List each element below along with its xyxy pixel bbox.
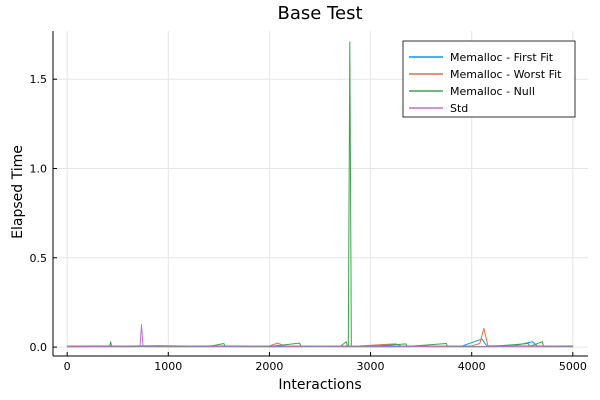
y-tick-label: 1.5 [30, 73, 48, 86]
series-line-2 [67, 327, 573, 347]
x-tick-label: 5000 [559, 360, 587, 373]
tick-labels: 0 1000 2000 3000 4000 5000 0.0 0.5 1.0 1.5 [30, 73, 587, 373]
legend-box [402, 40, 576, 118]
legend-label-4: Std [450, 102, 468, 115]
x-axis-label: Interactions [278, 377, 361, 393]
y-tick-label: 0.0 [30, 341, 48, 354]
axes [52, 31, 588, 357]
series-line-4 [67, 324, 573, 348]
legend: Memalloc - First Fit Memalloc - Worst Fit… [402, 40, 576, 118]
legend-label-2: Memalloc - Worst Fit [450, 68, 562, 81]
x-tick-label: 1000 [154, 360, 182, 373]
x-tick-label: 2000 [255, 360, 283, 373]
y-tick-label: 1.0 [30, 163, 48, 176]
x-tick-label: 3000 [357, 360, 385, 373]
x-tick-label: 4000 [458, 360, 486, 373]
x-tick-label: 0 [64, 360, 71, 373]
y-axis-label: Elapsed Time [10, 145, 26, 239]
chart-title: Base Test [278, 3, 363, 24]
legend-label-1: Memalloc - First Fit [450, 51, 554, 64]
y-tick-label: 0.5 [30, 252, 48, 265]
legend-label-3: Memalloc - Null [450, 85, 535, 98]
series-lines [67, 41, 573, 348]
